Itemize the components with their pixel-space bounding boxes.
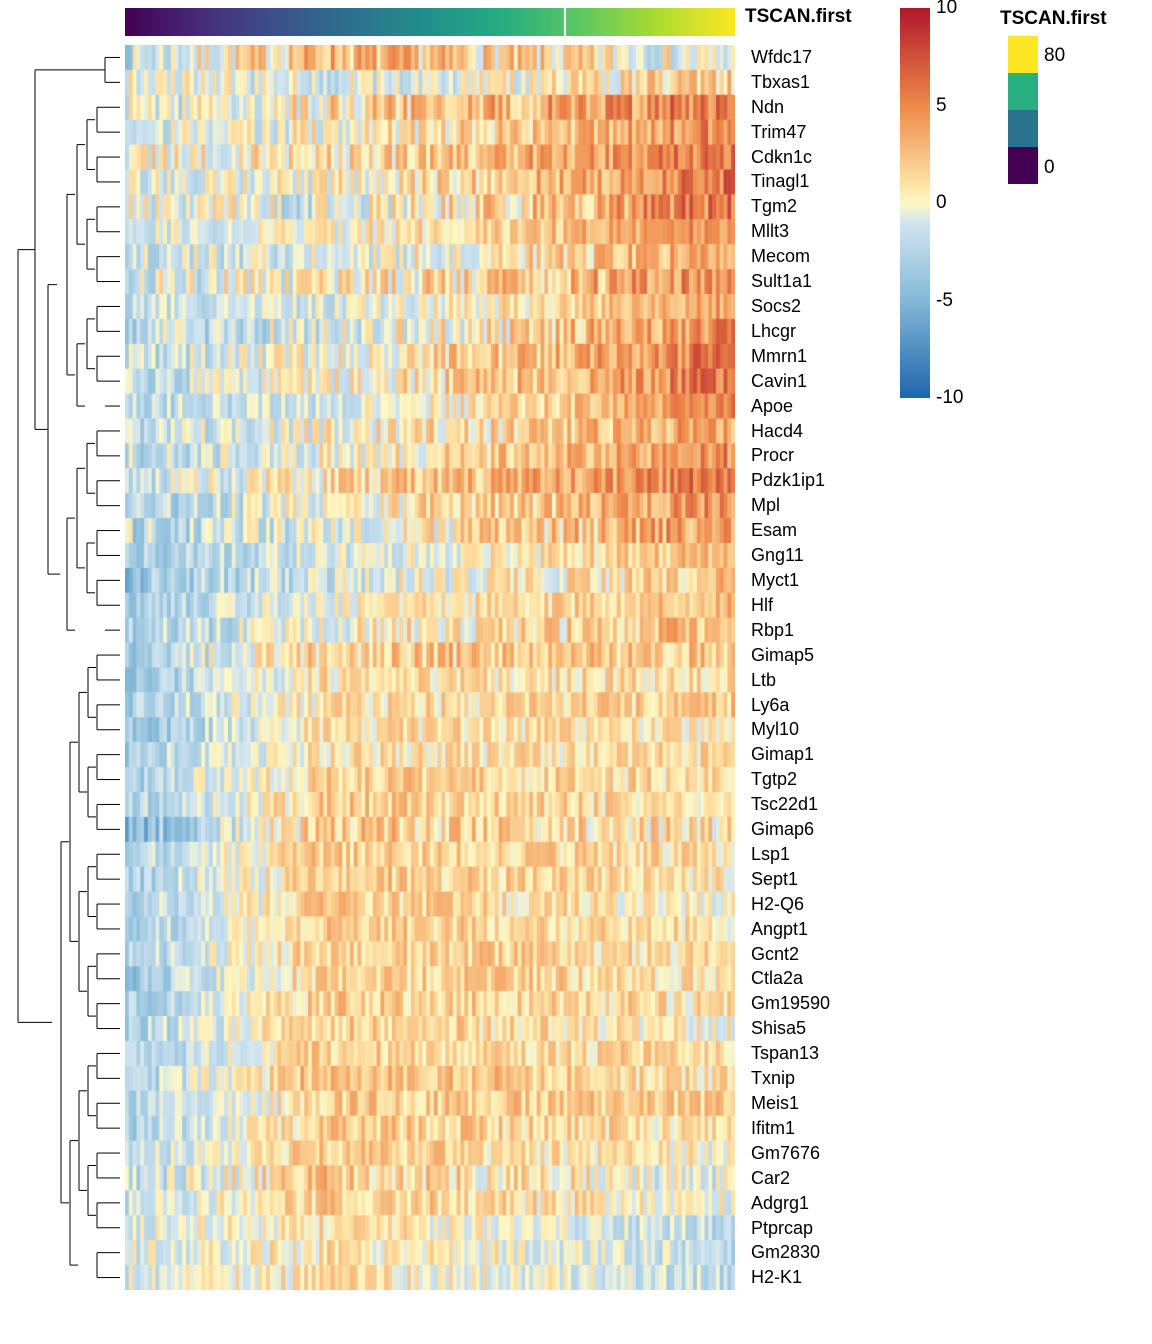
row-label: H2-Q6	[745, 892, 895, 917]
colorbar-tick: 0	[936, 192, 947, 214]
row-label: Tgm2	[745, 194, 895, 219]
row-dendrogram	[10, 45, 120, 1290]
row-label: Tinagl1	[745, 170, 895, 195]
row-label: Angpt1	[745, 917, 895, 942]
tscan-legend-segment	[1008, 110, 1038, 147]
row-label: Rbp1	[745, 618, 895, 643]
row-label: Car2	[745, 1166, 895, 1191]
row-label: Ifitm1	[745, 1116, 895, 1141]
row-label: Gimap1	[745, 742, 895, 767]
colorbar-tick: -5	[936, 290, 953, 312]
colorbar-tick: 5	[936, 95, 947, 117]
row-label: Adgrg1	[745, 1191, 895, 1216]
expression-colorbar	[900, 8, 930, 398]
expression-colorbar-ticks: 1050-5-10	[936, 8, 986, 398]
row-label: Ndn	[745, 95, 895, 120]
row-label: Gng11	[745, 543, 895, 568]
row-label: Gimap5	[745, 643, 895, 668]
row-label: Gimap6	[745, 817, 895, 842]
tscan-legend-segment	[1008, 36, 1038, 73]
row-label: Esam	[745, 518, 895, 543]
row-label: Myct1	[745, 568, 895, 593]
figure-container: TSCAN.first Wfdc17Tbxas1NdnTrim47Cdkn1cT…	[0, 0, 1152, 1344]
row-label: Tgtp2	[745, 767, 895, 792]
row-label: Hlf	[745, 593, 895, 618]
row-label: Sept1	[745, 867, 895, 892]
row-label: Gm2830	[745, 1241, 895, 1266]
row-label: Cavin1	[745, 369, 895, 394]
column-annotation-bar	[125, 8, 735, 36]
tscan-tick: 0	[1044, 157, 1055, 179]
row-label: Pdzk1ip1	[745, 468, 895, 493]
tscan-legend-title: TSCAN.first	[1000, 8, 1140, 30]
row-label: Mpl	[745, 493, 895, 518]
row-label: Tbxas1	[745, 70, 895, 95]
row-label: Mllt3	[745, 219, 895, 244]
heatmap	[125, 45, 735, 1290]
row-label: Ltb	[745, 668, 895, 693]
row-label: Cdkn1c	[745, 145, 895, 170]
row-label: Ctla2a	[745, 967, 895, 992]
row-label: Tsc22d1	[745, 792, 895, 817]
row-label: Gm19590	[745, 991, 895, 1016]
row-label: Ptprcap	[745, 1216, 895, 1241]
row-label: H2-K1	[745, 1265, 895, 1290]
row-label: Gm7676	[745, 1141, 895, 1166]
expression-colorbar-legend: 1050-5-10	[900, 8, 985, 408]
row-label: Lsp1	[745, 842, 895, 867]
row-label: Txnip	[745, 1066, 895, 1091]
row-label: Trim47	[745, 120, 895, 145]
row-label: Shisa5	[745, 1016, 895, 1041]
row-label: Tspan13	[745, 1041, 895, 1066]
row-label: Hacd4	[745, 419, 895, 444]
row-label: Lhcgr	[745, 319, 895, 344]
row-label: Mmrn1	[745, 344, 895, 369]
row-label: Apoe	[745, 394, 895, 419]
row-label: Ly6a	[745, 693, 895, 718]
tscan-legend: TSCAN.first 80 0	[1000, 8, 1140, 186]
column-annotation-title: TSCAN.first	[745, 6, 852, 28]
tscan-legend-segment	[1008, 147, 1038, 184]
row-label: Myl10	[745, 717, 895, 742]
tscan-colorbar	[1008, 36, 1038, 186]
colorbar-tick: 10	[936, 0, 957, 19]
row-label: Meis1	[745, 1091, 895, 1116]
tscan-legend-segment	[1008, 73, 1038, 110]
tscan-tick: 80	[1044, 45, 1065, 67]
row-labels-container: Wfdc17Tbxas1NdnTrim47Cdkn1cTinagl1Tgm2Ml…	[745, 45, 895, 1290]
row-label: Socs2	[745, 294, 895, 319]
row-label: Wfdc17	[745, 45, 895, 70]
row-label: Sult1a1	[745, 269, 895, 294]
colorbar-tick: -10	[936, 387, 963, 409]
row-label: Gcnt2	[745, 942, 895, 967]
row-label: Procr	[745, 444, 895, 469]
row-label: Mecom	[745, 244, 895, 269]
